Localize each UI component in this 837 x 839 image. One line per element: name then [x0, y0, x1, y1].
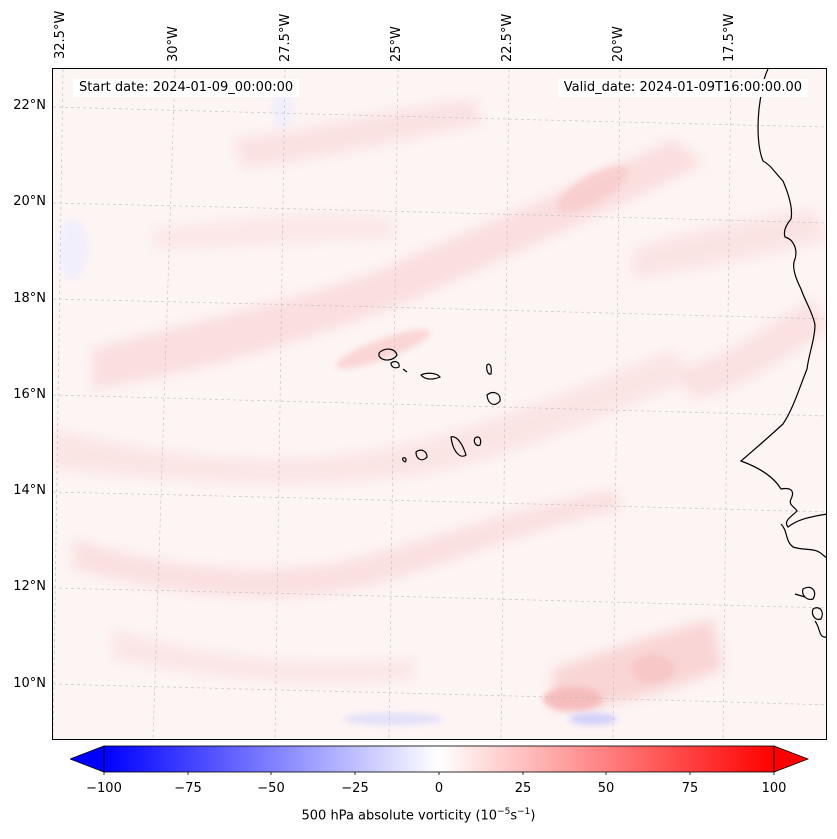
lat-label-16n: 16°N: [13, 387, 46, 402]
graticule: [53, 69, 826, 739]
colorbar-tick-75: 75: [681, 781, 699, 796]
island-brava: [402, 457, 407, 463]
vorticity-positive-bands: [53, 99, 826, 709]
colorbar: [68, 745, 810, 779]
island-sao-vicente: [390, 361, 400, 369]
lon-label-25w: 25°W: [389, 26, 404, 62]
island-sal: [486, 363, 492, 375]
colorbar-min-extend: [68, 745, 105, 773]
colorbar-tick-100: 100: [761, 781, 787, 796]
lat-label-12n: 12°N: [13, 579, 46, 594]
island-maio: [473, 436, 482, 447]
colorbar-tick-neg50: −50: [257, 781, 285, 796]
vorticity-map: Start date: 2024-01-09_00:00:00 Valid_da…: [52, 68, 827, 740]
map-canvas: [53, 69, 826, 739]
colorbar-graphic: [68, 745, 810, 776]
colorbar-tick-neg100: −100: [86, 781, 122, 796]
lon-label-22-5w: 22.5°W: [500, 13, 515, 62]
lat-label-14n: 14°N: [13, 483, 46, 498]
island-santa-luzia: [402, 368, 408, 373]
colorbar-gradient: [103, 745, 775, 773]
lon-label-32-5w: 32.5°W: [53, 10, 68, 59]
colorbar-tick-neg25: −25: [341, 781, 369, 796]
lon-label-20w: 20°W: [611, 26, 626, 62]
lon-label-27-5w: 27.5°W: [278, 13, 293, 62]
colorbar-tick-neg75: −75: [174, 781, 202, 796]
colorbar-label: 500 hPa absolute vorticity (10−5s−1): [301, 807, 536, 824]
island-sao-nicolau: [420, 372, 441, 380]
colorbar-tick-0: 0: [434, 781, 444, 796]
cape-verde-islands: [378, 348, 501, 463]
lat-label-10n: 10°N: [13, 676, 46, 691]
lon-label-17-5w: 17.5°W: [722, 13, 737, 62]
lat-label-22n: 22°N: [13, 98, 46, 113]
colorbar-tick-25: 25: [514, 781, 532, 796]
start-date-label: Start date: 2024-01-09_00:00:00: [73, 79, 300, 97]
vorticity-strong-positive: [335, 165, 675, 711]
colorbar-max-extend: [773, 745, 810, 773]
african-coastline: [739, 69, 826, 638]
lat-label-18n: 18°N: [13, 291, 46, 306]
valid-date-label: Valid_date: 2024-01-09T16:00:00.00: [557, 79, 808, 97]
lat-label-20n: 20°N: [13, 194, 46, 209]
island-boa-vista: [486, 391, 501, 405]
island-santiago: [450, 436, 467, 457]
lon-label-30w: 30°W: [166, 26, 181, 62]
vorticity-negative: [59, 89, 617, 725]
colorbar-tick-50: 50: [597, 781, 615, 796]
island-fogo: [415, 449, 428, 461]
island-santo-antao: [378, 348, 398, 361]
